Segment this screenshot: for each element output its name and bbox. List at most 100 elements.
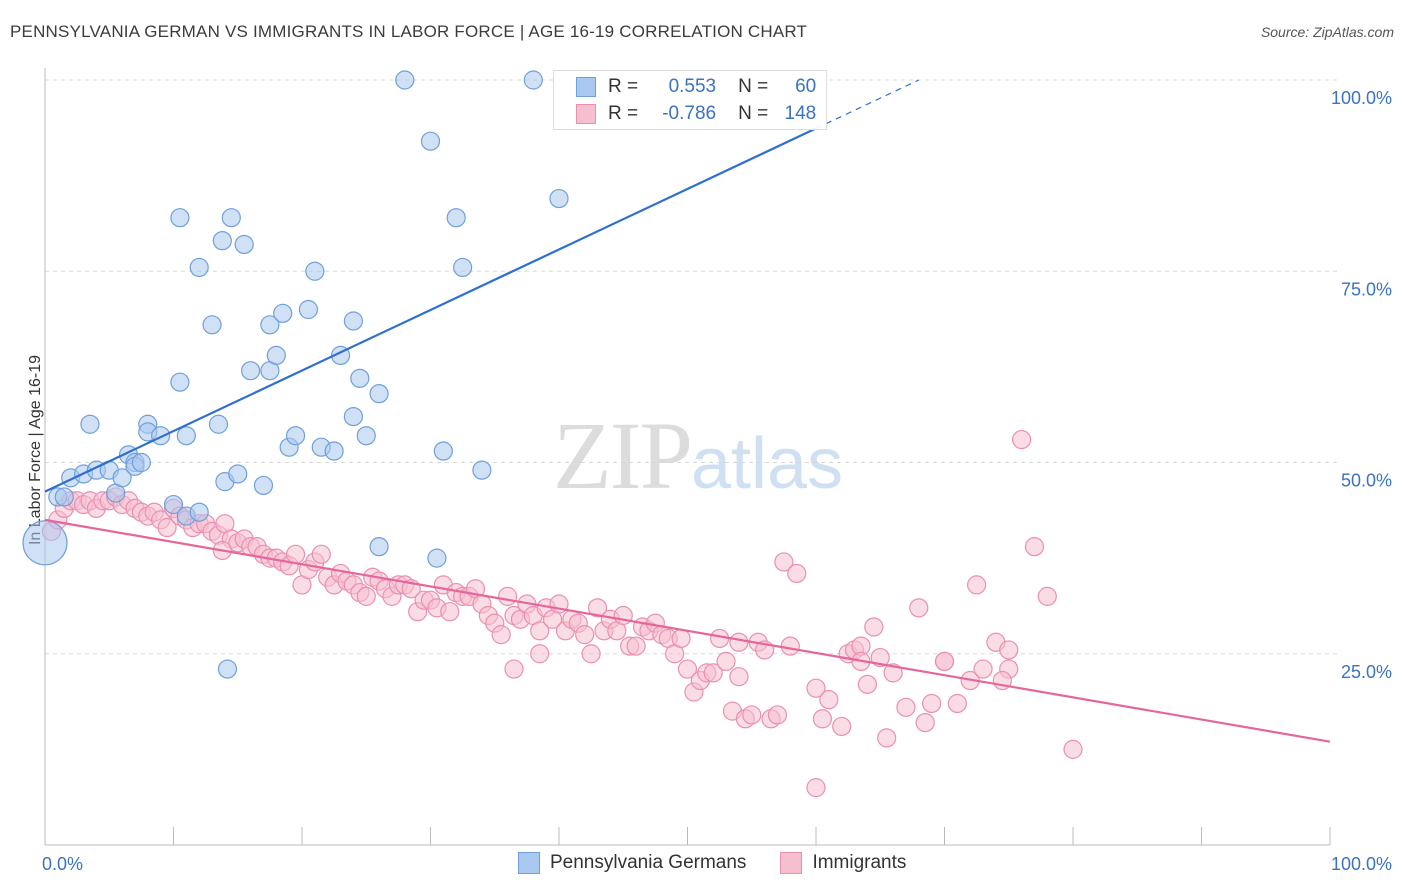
r-value: -0.786 xyxy=(662,103,717,124)
point-pennsylvania-germans xyxy=(170,372,190,392)
trendline-pennsylvania-germans-extension xyxy=(815,79,920,129)
point-pennsylvania-germans xyxy=(523,70,543,90)
n-label: N = xyxy=(738,103,769,124)
y-tick-label: 25.0% xyxy=(1341,662,1392,682)
point-immigrants xyxy=(311,544,331,564)
point-pennsylvania-germans xyxy=(228,464,248,484)
point-immigrants xyxy=(1011,429,1032,450)
point-immigrants xyxy=(819,690,839,710)
point-pennsylvania-germans xyxy=(22,520,68,566)
point-immigrants xyxy=(922,693,942,714)
point-pennsylvania-germans xyxy=(356,426,376,446)
point-pennsylvania-germans xyxy=(221,208,241,228)
point-pennsylvania-germans xyxy=(253,475,274,496)
point-pennsylvania-germans xyxy=(324,441,344,461)
point-immigrants xyxy=(767,705,788,725)
point-pennsylvania-germans xyxy=(350,368,370,388)
chart-title: PENNSYLVANIA GERMAN VS IMMIGRANTS IN LAB… xyxy=(10,22,808,41)
point-pennsylvania-germans xyxy=(189,257,209,278)
point-immigrants xyxy=(883,663,903,683)
series-legend: Pennsylvania Germans Immigrants xyxy=(518,852,940,874)
point-immigrants xyxy=(285,544,306,564)
point-pennsylvania-germans xyxy=(176,426,196,446)
point-immigrants xyxy=(504,659,524,679)
legend-swatch-pink xyxy=(576,104,596,124)
legend-swatch-blue xyxy=(518,852,540,874)
point-immigrants xyxy=(999,640,1019,660)
point-pennsylvania-germans xyxy=(266,345,286,365)
y-tick-label: 50.0% xyxy=(1341,471,1392,491)
point-pennsylvania-germans xyxy=(305,261,325,281)
point-pennsylvania-germans xyxy=(369,537,389,557)
point-immigrants xyxy=(742,705,762,725)
point-immigrants xyxy=(671,628,691,649)
x-tick-label: 0.0% xyxy=(42,854,83,874)
point-pennsylvania-germans xyxy=(453,257,473,278)
point-pennsylvania-germans xyxy=(420,131,441,151)
y-tick-label: 100.0% xyxy=(1331,88,1392,108)
x-tick-label: 100.0% xyxy=(1331,854,1392,874)
point-immigrants xyxy=(896,697,916,717)
legend-label: Immigrants xyxy=(812,852,907,873)
legend-swatch-pink xyxy=(780,852,803,874)
point-pennsylvania-germans xyxy=(131,452,151,473)
point-immigrants xyxy=(947,693,967,714)
point-pennsylvania-germans xyxy=(427,548,447,568)
stats-row-pennsylvania-germans: R = 0.553 N = 60 xyxy=(576,74,816,100)
point-pennsylvania-germans xyxy=(80,414,100,434)
point-immigrants xyxy=(973,659,993,679)
legend-item-pennsylvania-germans: Pennsylvania Germans xyxy=(518,852,746,874)
r-label: R = xyxy=(608,103,639,124)
point-pennsylvania-germans xyxy=(446,208,466,228)
point-pennsylvania-germans xyxy=(234,234,254,255)
point-immigrants xyxy=(1037,586,1057,606)
point-immigrants xyxy=(581,644,601,664)
point-pennsylvania-germans xyxy=(395,70,415,90)
legend-label: Pennsylvania Germans xyxy=(550,852,747,873)
r-value: 0.553 xyxy=(668,76,717,97)
point-immigrants xyxy=(870,647,890,668)
point-immigrants xyxy=(967,575,987,595)
point-immigrants xyxy=(787,563,807,584)
point-pennsylvania-germans xyxy=(163,494,184,515)
r-label: R = xyxy=(608,76,639,97)
point-pennsylvania-germans xyxy=(472,460,492,480)
point-pennsylvania-germans xyxy=(343,407,363,427)
point-pennsylvania-germans xyxy=(170,208,190,228)
legend-item-immigrants: Immigrants xyxy=(780,852,906,874)
point-immigrants xyxy=(587,598,608,618)
stats-row-immigrants: R = -0.786 N = 148 xyxy=(576,101,816,127)
point-immigrants xyxy=(774,552,794,572)
point-immigrants xyxy=(491,625,511,645)
point-immigrants xyxy=(909,598,929,618)
point-pennsylvania-germans xyxy=(343,311,363,331)
point-immigrants xyxy=(729,632,749,652)
point-pennsylvania-germans xyxy=(151,426,171,446)
point-immigrants xyxy=(356,586,376,606)
trendline-immigrants xyxy=(44,518,1331,743)
point-immigrants xyxy=(806,778,826,798)
watermark: ZIPatlas xyxy=(553,400,843,511)
point-pennsylvania-germans xyxy=(217,659,238,679)
point-pennsylvania-germans xyxy=(208,414,229,434)
point-pennsylvania-germans xyxy=(298,299,319,320)
point-immigrants xyxy=(575,625,595,645)
trendline-pennsylvania-germans xyxy=(44,127,817,493)
point-immigrants xyxy=(864,617,884,637)
point-immigrants xyxy=(498,586,518,606)
point-immigrants xyxy=(915,712,935,733)
point-immigrants xyxy=(877,728,897,748)
point-immigrants xyxy=(729,667,749,687)
point-immigrants xyxy=(780,636,800,656)
legend-swatch-blue xyxy=(576,77,596,97)
point-pennsylvania-germans xyxy=(549,188,569,209)
point-immigrants xyxy=(934,651,955,672)
point-immigrants xyxy=(1024,537,1045,557)
point-pennsylvania-germans xyxy=(212,231,232,251)
point-immigrants xyxy=(857,674,878,694)
point-immigrants xyxy=(703,663,723,683)
point-immigrants xyxy=(716,651,736,672)
point-immigrants xyxy=(812,709,833,729)
source-note: Source: ZipAtlas.com xyxy=(1260,24,1394,40)
